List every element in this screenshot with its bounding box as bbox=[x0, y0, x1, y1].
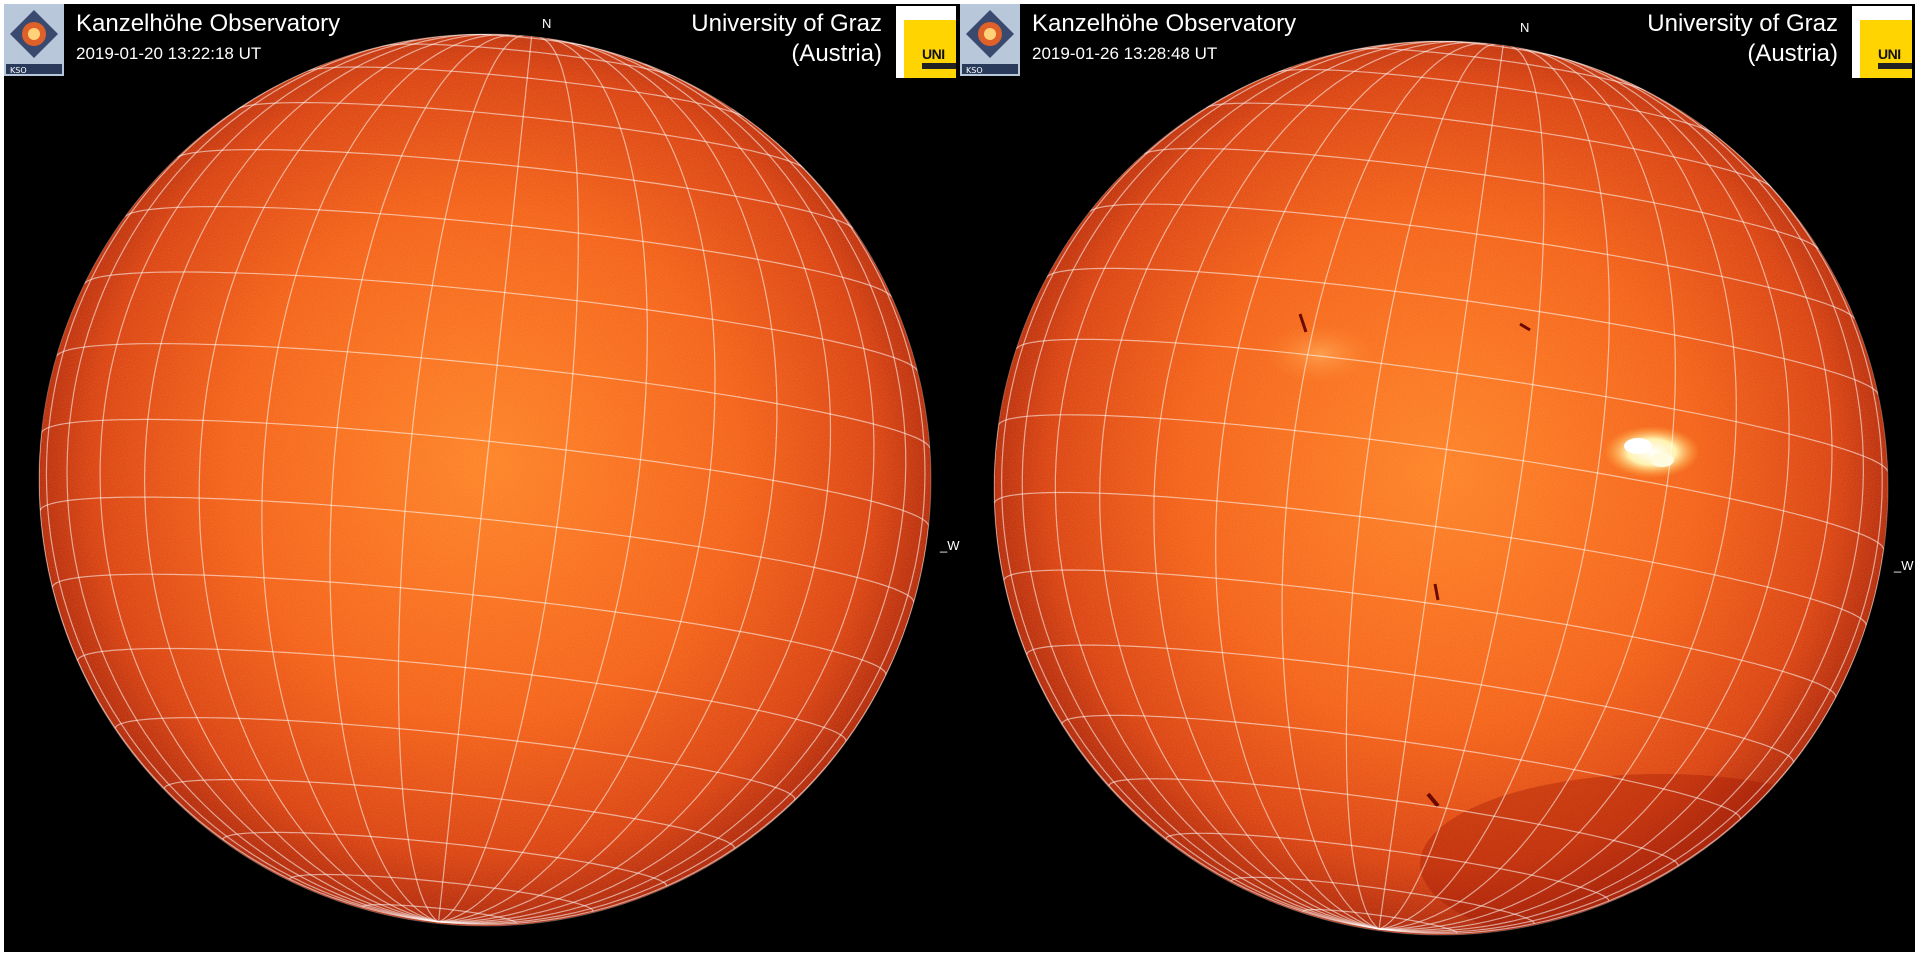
grid-line bbox=[1000, 66, 1380, 930]
grid-line bbox=[1378, 123, 1883, 933]
svg-text:KSO: KSO bbox=[10, 66, 27, 75]
grid-line bbox=[438, 36, 580, 923]
solar-disk-2 bbox=[993, 40, 1889, 936]
active-region-bright bbox=[1604, 426, 1700, 478]
grid-line bbox=[438, 526, 930, 925]
grid-line bbox=[438, 36, 533, 922]
grid-line bbox=[99, 34, 465, 923]
observation-timestamp: 2019-01-26 13:28:48 UT bbox=[1032, 44, 1218, 63]
observatory-name: Kanzelhöhe Observatory bbox=[1032, 10, 1297, 37]
solar-image-panel-2: KSO Kanzelhöhe Observatory 2019-01-26 13… bbox=[960, 4, 1915, 952]
university-country: (Austria) bbox=[791, 40, 882, 67]
grid-line bbox=[261, 34, 509, 923]
grid-line bbox=[994, 425, 1380, 930]
grid-line bbox=[1378, 45, 1504, 930]
uni-logo-text: UNI bbox=[922, 46, 945, 62]
grid-line bbox=[45, 64, 439, 923]
grid-line bbox=[438, 47, 875, 923]
grid-line bbox=[438, 63, 907, 924]
grid-line bbox=[143, 34, 485, 923]
university-name: University of Graz bbox=[1647, 10, 1838, 37]
west-label: _W bbox=[940, 538, 960, 553]
grid-line bbox=[1153, 41, 1464, 930]
grid-line bbox=[1378, 59, 1833, 931]
grid-line bbox=[1099, 41, 1456, 930]
west-label: _W bbox=[1894, 558, 1914, 573]
observatory-name: Kanzelhöhe Observatory bbox=[76, 10, 341, 37]
grid-line bbox=[1378, 550, 1885, 934]
north-label: N bbox=[1520, 20, 1530, 35]
grid-line bbox=[1378, 46, 1545, 930]
grid-line bbox=[1378, 53, 1790, 931]
grid-line bbox=[329, 34, 516, 923]
grid-line bbox=[1021, 43, 1387, 930]
north-label: N bbox=[542, 16, 552, 31]
heliographic-grid-2 bbox=[994, 41, 1888, 934]
grid-line bbox=[1378, 48, 1676, 930]
solar-image-panel-1: KSO Kanzelhöhe Observatory 2019-01-20 13… bbox=[4, 4, 960, 952]
grid-line bbox=[1281, 42, 1488, 930]
grid-line bbox=[39, 433, 439, 923]
grid-line bbox=[438, 41, 778, 923]
uni-logo-text: UNI bbox=[1878, 46, 1901, 62]
grid-line bbox=[397, 35, 524, 923]
grid-line bbox=[1215, 41, 1481, 930]
uni-graz-logo-icon: UNI bbox=[896, 6, 956, 78]
heliographic-grid-1 bbox=[39, 34, 931, 925]
grid-line bbox=[1378, 47, 1610, 930]
grid-line bbox=[1378, 76, 1865, 932]
grid-line bbox=[438, 107, 926, 925]
grid-line bbox=[198, 34, 492, 923]
grid-line bbox=[1378, 52, 1737, 930]
university-country: (Austria) bbox=[1747, 40, 1838, 67]
grid-line bbox=[438, 38, 716, 923]
grid-line bbox=[66, 38, 439, 923]
solar-disk-1 bbox=[38, 33, 932, 927]
svg-text:KSO: KSO bbox=[966, 66, 983, 75]
plage-region-faint bbox=[1265, 324, 1375, 384]
university-name: University of Graz bbox=[691, 10, 882, 37]
kso-logo-icon: KSO bbox=[960, 4, 1020, 76]
observation-timestamp: 2019-01-20 13:22:18 UT bbox=[76, 44, 262, 63]
grid-line bbox=[1345, 43, 1496, 930]
kso-logo-icon: KSO bbox=[4, 4, 64, 76]
uni-graz-logo-icon: UNI bbox=[1852, 6, 1912, 78]
grid-line bbox=[438, 43, 832, 923]
grid-line bbox=[438, 37, 648, 923]
grid-line bbox=[1054, 41, 1436, 930]
